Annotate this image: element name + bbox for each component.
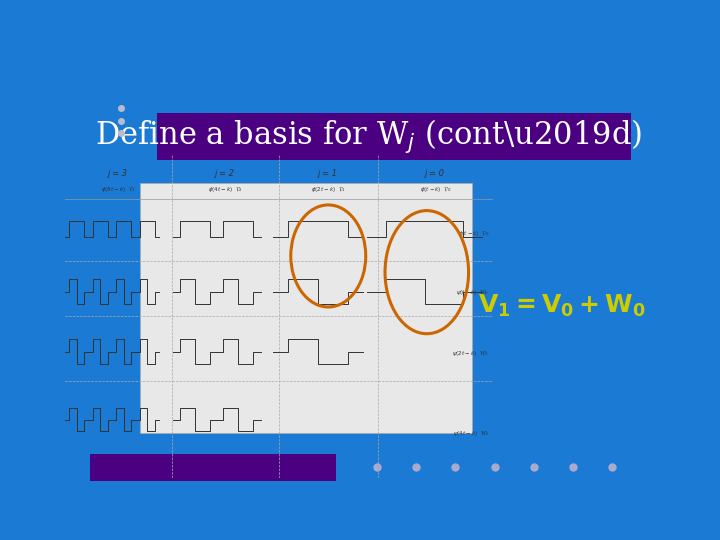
- Text: j = 0: j = 0: [426, 169, 446, 178]
- Text: $\phi(2t-k)$  $\mathcal{V}_1$: $\phi(2t-k)$ $\mathcal{V}_1$: [311, 185, 346, 194]
- Text: $\phi(t-k)$  $\mathcal{V}_0$: $\phi(t-k)$ $\mathcal{V}_0$: [420, 185, 451, 194]
- Text: j = 2: j = 2: [215, 169, 235, 178]
- Text: $\psi(2t-k)$  $\mathcal{W}_1$: $\psi(2t-k)$ $\mathcal{W}_1$: [452, 348, 489, 358]
- Text: $\psi(4t-k)$  $\mathcal{W}_2$: $\psi(4t-k)$ $\mathcal{W}_2$: [452, 428, 489, 437]
- Text: $\phi(4t-k)$  $\mathcal{V}_2$: $\phi(4t-k)$ $\mathcal{V}_2$: [208, 185, 243, 194]
- Text: $\psi(t-k)$  $\mathcal{W}_0$: $\psi(t-k)$ $\mathcal{W}_0$: [456, 287, 489, 296]
- Text: $\phi(t-k)$  $\mathcal{V}_0$: $\phi(t-k)$ $\mathcal{V}_0$: [458, 229, 489, 238]
- Bar: [157, 113, 631, 160]
- Text: $\phi(8t-k)$  $\mathcal{V}_3$: $\phi(8t-k)$ $\mathcal{V}_3$: [101, 185, 135, 194]
- Text: Define a basis for W$_j$ (cont\u2019d): Define a basis for W$_j$ (cont\u2019d): [96, 118, 642, 156]
- Text: j = 1: j = 1: [318, 169, 338, 178]
- Bar: [140, 183, 472, 433]
- Bar: [90, 454, 336, 481]
- Text: j = 3: j = 3: [108, 169, 128, 178]
- Text: $\mathbf{V_1 = V_0 + W_0}$: $\mathbf{V_1 = V_0 + W_0}$: [478, 293, 645, 319]
